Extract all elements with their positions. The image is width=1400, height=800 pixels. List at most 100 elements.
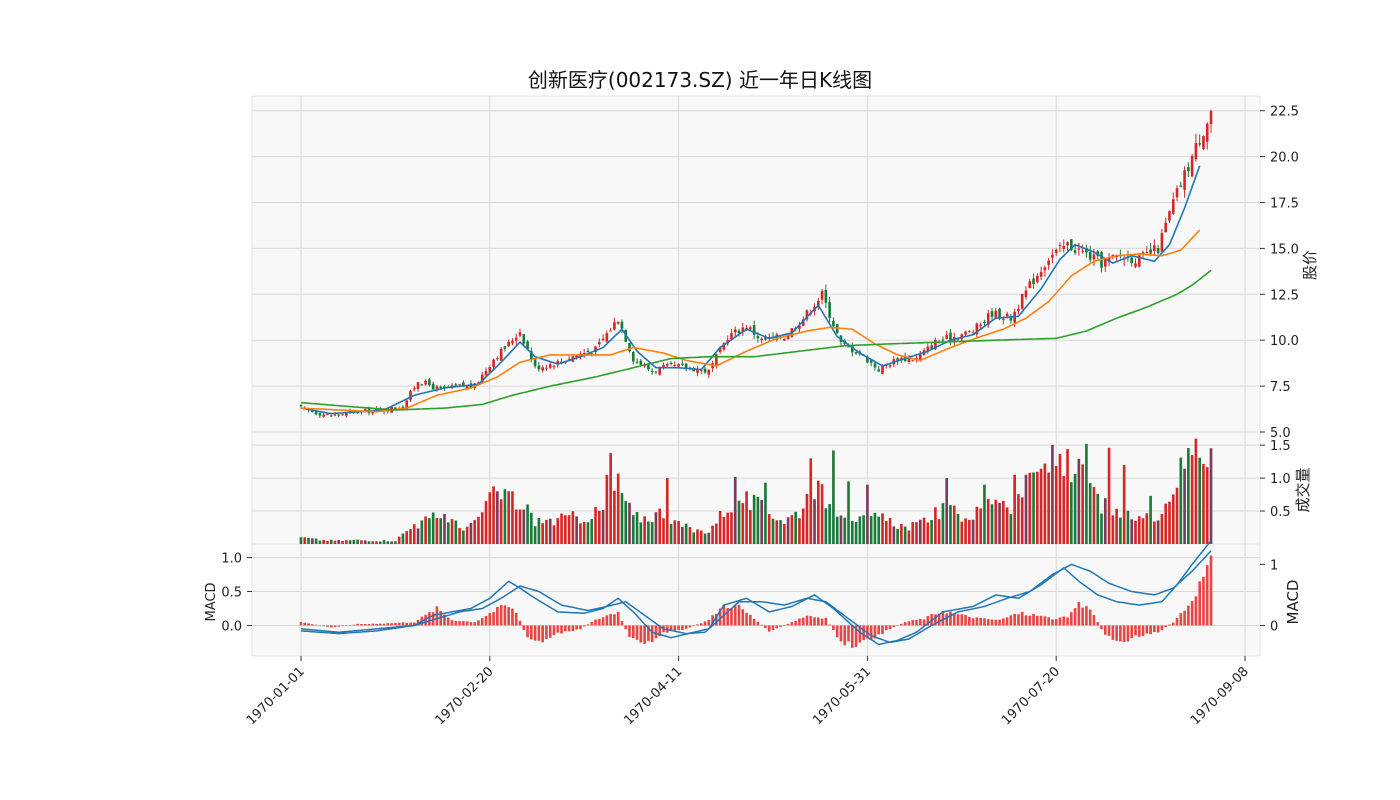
macd-hist-bar	[1168, 624, 1171, 626]
volume-bar	[420, 520, 424, 544]
macd-hist-bar	[1069, 612, 1073, 626]
volume-bar	[816, 480, 820, 544]
candle-body	[601, 338, 605, 341]
volume-bar	[730, 512, 733, 544]
candle-body	[1035, 275, 1039, 283]
macd-hist-bar	[1111, 625, 1115, 640]
macd-hist-bar	[786, 623, 790, 626]
volume-bar	[850, 521, 854, 544]
x-tick-label: 1970-09-08	[1188, 664, 1252, 728]
volume-bar	[1141, 518, 1145, 544]
candle-body	[322, 414, 325, 417]
macd-hist-bar	[1149, 625, 1152, 635]
volume-bar	[503, 489, 507, 544]
candle-body	[586, 350, 590, 353]
macd-hist-bar	[511, 608, 514, 626]
candle-body	[1088, 252, 1092, 260]
macd-hist-bar	[597, 619, 601, 626]
volume-bar	[986, 499, 990, 544]
volume-bar	[650, 522, 654, 544]
volume-bar	[492, 486, 495, 544]
volume-bar	[749, 510, 752, 544]
candle-body	[665, 363, 669, 366]
candle-body	[945, 335, 949, 339]
volume-bar	[786, 517, 790, 544]
volume-bar	[439, 518, 443, 544]
macd-hist-bar	[469, 622, 473, 626]
macd-hist-bar	[775, 625, 779, 629]
candle-body	[492, 359, 495, 368]
macd-hist-bar	[1209, 555, 1213, 626]
macd-hist-bar	[696, 624, 699, 626]
macd-hist-bar	[394, 622, 397, 626]
volume-bar	[979, 508, 983, 544]
macd-hist-bar	[779, 625, 782, 627]
volume-bar	[575, 516, 578, 544]
volume-bar	[756, 496, 760, 544]
macd-hist-bar	[975, 617, 979, 626]
volume-bar	[1051, 444, 1054, 544]
candle-body	[1103, 259, 1107, 267]
volume-bar	[1130, 519, 1134, 544]
macd-hist-bar	[333, 625, 337, 627]
volume-bar	[692, 532, 696, 544]
macd-hist-bar	[601, 617, 605, 626]
candle-body	[1137, 255, 1141, 267]
macd-hist-bar	[446, 617, 450, 626]
macd-hist-bar	[718, 608, 722, 626]
volume-bar	[511, 491, 514, 544]
volume-bar	[892, 526, 896, 544]
macd-hist-bar	[1054, 619, 1058, 626]
macd-hist-bar	[730, 608, 733, 626]
candle-body	[816, 300, 820, 307]
volume-bar	[941, 503, 945, 544]
volume-tick-label: 1.5	[1270, 439, 1291, 454]
volume-bar	[779, 520, 782, 544]
candle-body	[964, 331, 967, 335]
candle-body	[556, 360, 560, 365]
volume-bar	[858, 516, 862, 544]
volume-bar	[594, 507, 597, 544]
candle-body	[412, 388, 416, 390]
candle-body	[639, 360, 643, 365]
macd-hist-bar	[926, 616, 930, 626]
candle-body	[1194, 142, 1198, 160]
volume-bar	[922, 517, 926, 544]
volume-bar	[1122, 464, 1126, 544]
candle-body	[907, 358, 911, 362]
candle-body	[696, 369, 699, 373]
volume-bar	[307, 538, 310, 544]
volume-bar	[828, 504, 831, 544]
candle-body	[458, 384, 461, 386]
macd-hist-bar	[805, 615, 809, 626]
candle-body	[1047, 260, 1050, 265]
volume-bar	[711, 525, 714, 544]
macd-hist-bar	[348, 625, 352, 626]
volume-bar	[881, 513, 884, 544]
macd-hist-bar	[1017, 614, 1020, 626]
volume-bar	[658, 508, 662, 544]
volume-bar	[1058, 453, 1062, 544]
volume-bar	[522, 509, 526, 544]
macd-hist-bar	[431, 612, 435, 626]
macd-hist-bar	[613, 614, 616, 626]
candle-body	[1081, 250, 1084, 252]
candle-body	[1020, 294, 1024, 309]
candle-body	[979, 324, 983, 326]
macd-hist-bar	[952, 613, 956, 626]
macd-hist-bar	[1066, 617, 1069, 626]
candle-body	[405, 400, 409, 410]
macd-hist-bar	[650, 625, 654, 643]
candle-body	[526, 341, 529, 350]
volume-bar	[824, 508, 828, 544]
volume-bar	[322, 539, 325, 544]
volume-bar	[737, 500, 741, 544]
macd-hist-bar	[643, 625, 646, 644]
macd-hist-bar	[1088, 609, 1092, 626]
candle-body	[363, 409, 367, 412]
macd-hist-bar	[530, 625, 533, 640]
macd-hist-bar	[409, 622, 412, 626]
macd-hist-bar	[307, 623, 310, 626]
candle-body	[1141, 252, 1145, 255]
price-tick-label: 17.5	[1270, 196, 1299, 211]
